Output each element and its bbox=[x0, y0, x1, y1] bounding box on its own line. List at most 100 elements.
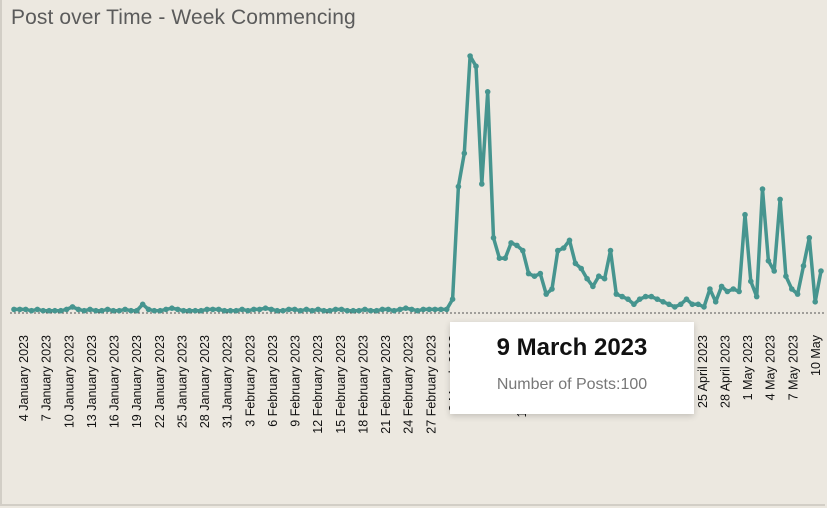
data-point[interactable] bbox=[648, 293, 655, 300]
data-point[interactable] bbox=[449, 296, 456, 303]
data-point[interactable] bbox=[104, 306, 111, 313]
data-point[interactable] bbox=[467, 53, 473, 59]
data-point[interactable] bbox=[484, 89, 491, 95]
data-point[interactable] bbox=[145, 306, 152, 313]
data-point[interactable] bbox=[490, 235, 497, 241]
data-point[interactable] bbox=[116, 307, 123, 314]
data-point[interactable] bbox=[204, 306, 210, 313]
data-point[interactable] bbox=[683, 296, 690, 303]
data-point[interactable] bbox=[771, 268, 777, 274]
data-point[interactable] bbox=[742, 211, 748, 218]
data-point[interactable] bbox=[338, 306, 345, 313]
data-point[interactable] bbox=[806, 235, 813, 241]
data-point[interactable] bbox=[601, 275, 608, 282]
data-point[interactable] bbox=[239, 306, 245, 313]
data-point[interactable] bbox=[432, 306, 438, 313]
data-point[interactable] bbox=[28, 307, 35, 314]
data-point[interactable] bbox=[210, 306, 216, 313]
data-point[interactable] bbox=[753, 293, 760, 300]
data-point[interactable] bbox=[274, 307, 281, 314]
data-point[interactable] bbox=[268, 306, 275, 313]
data-point[interactable] bbox=[677, 301, 684, 308]
data-point[interactable] bbox=[256, 306, 263, 313]
data-point[interactable] bbox=[572, 260, 579, 267]
data-point[interactable] bbox=[151, 307, 158, 314]
data-point[interactable] bbox=[75, 306, 82, 313]
data-point[interactable] bbox=[286, 306, 292, 313]
data-point[interactable] bbox=[812, 299, 818, 305]
data-point[interactable] bbox=[414, 307, 421, 314]
data-point[interactable] bbox=[520, 247, 526, 254]
data-point[interactable] bbox=[134, 307, 140, 314]
data-point[interactable] bbox=[502, 255, 509, 261]
data-point[interactable] bbox=[40, 307, 46, 314]
data-point[interactable] bbox=[11, 306, 17, 313]
data-point[interactable] bbox=[631, 301, 637, 308]
data-point[interactable] bbox=[69, 304, 76, 310]
data-point[interactable] bbox=[613, 291, 620, 297]
data-point[interactable] bbox=[695, 301, 701, 308]
data-point[interactable] bbox=[818, 268, 824, 274]
data-point[interactable] bbox=[578, 265, 584, 272]
data-point[interactable] bbox=[251, 306, 257, 313]
data-point[interactable] bbox=[303, 306, 310, 313]
data-point[interactable] bbox=[625, 296, 631, 303]
data-point[interactable] bbox=[356, 307, 362, 314]
data-point[interactable] bbox=[332, 306, 339, 313]
data-point[interactable] bbox=[93, 307, 99, 314]
data-point[interactable] bbox=[350, 307, 357, 314]
data-point[interactable] bbox=[549, 286, 555, 292]
data-point[interactable] bbox=[262, 305, 269, 312]
data-point[interactable] bbox=[98, 307, 105, 314]
data-point[interactable] bbox=[128, 307, 134, 314]
data-point[interactable] bbox=[198, 307, 204, 314]
data-point[interactable] bbox=[666, 301, 672, 308]
data-point[interactable] bbox=[233, 307, 239, 314]
data-point[interactable] bbox=[309, 307, 316, 314]
data-point[interactable] bbox=[169, 305, 175, 312]
data-point[interactable] bbox=[379, 306, 386, 313]
data-point[interactable] bbox=[619, 293, 625, 300]
data-point[interactable] bbox=[34, 306, 41, 313]
data-point[interactable] bbox=[777, 196, 783, 203]
data-point[interactable] bbox=[408, 306, 415, 313]
data-point[interactable] bbox=[514, 242, 520, 249]
data-point[interactable] bbox=[800, 263, 807, 269]
data-point[interactable] bbox=[344, 307, 351, 314]
data-point[interactable] bbox=[315, 306, 321, 313]
data-point[interactable] bbox=[438, 306, 444, 313]
data-point[interactable] bbox=[391, 307, 397, 314]
data-point[interactable] bbox=[87, 306, 93, 313]
data-point[interactable] bbox=[636, 296, 643, 303]
data-point[interactable] bbox=[373, 307, 380, 314]
data-point[interactable] bbox=[52, 307, 58, 314]
data-point[interactable] bbox=[765, 258, 772, 264]
data-point[interactable] bbox=[245, 307, 251, 314]
data-point[interactable] bbox=[291, 306, 298, 313]
data-point[interactable] bbox=[566, 237, 573, 244]
data-point[interactable] bbox=[163, 306, 169, 313]
data-point[interactable] bbox=[139, 301, 146, 308]
data-point[interactable] bbox=[531, 273, 538, 280]
data-point[interactable] bbox=[718, 283, 725, 290]
data-point[interactable] bbox=[122, 306, 128, 313]
data-point[interactable] bbox=[783, 273, 789, 280]
data-point[interactable] bbox=[759, 186, 766, 192]
data-point[interactable] bbox=[730, 286, 737, 292]
data-point[interactable] bbox=[789, 286, 795, 292]
data-point[interactable] bbox=[443, 306, 450, 313]
data-point[interactable] bbox=[596, 273, 602, 280]
data-point[interactable] bbox=[215, 306, 222, 313]
data-point[interactable] bbox=[712, 299, 719, 305]
data-point[interactable] bbox=[367, 307, 374, 314]
data-point[interactable] bbox=[455, 183, 462, 190]
data-point[interactable] bbox=[192, 307, 199, 314]
data-point[interactable] bbox=[58, 307, 64, 314]
data-point[interactable] bbox=[660, 299, 666, 305]
data-point[interactable] bbox=[321, 307, 327, 314]
data-point[interactable] bbox=[110, 307, 117, 314]
data-point[interactable] bbox=[496, 255, 503, 261]
data-point[interactable] bbox=[327, 307, 333, 314]
data-point[interactable] bbox=[607, 247, 614, 254]
data-point[interactable] bbox=[22, 306, 29, 313]
